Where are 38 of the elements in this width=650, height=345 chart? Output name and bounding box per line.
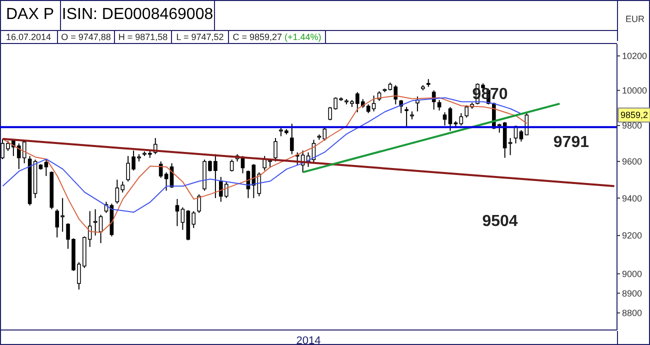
candlestick xyxy=(230,159,234,172)
y-tick-label: 9400 xyxy=(622,193,642,204)
candlestick xyxy=(175,198,180,227)
candlestick xyxy=(459,112,464,126)
candlestick xyxy=(44,159,48,177)
ref-line-label: 9791 xyxy=(553,134,590,152)
text: 16.07.2014 xyxy=(6,32,52,42)
y-axis-title: EUR xyxy=(624,14,646,24)
y-tick-label: 8800 xyxy=(622,308,642,318)
chart-subtitle: ISIN: DE0008469008 xyxy=(62,6,214,24)
text: (+1.44%) xyxy=(284,32,322,42)
text: L = 9747,52 xyxy=(176,32,224,42)
candlestick xyxy=(519,129,524,142)
candlestick xyxy=(372,95,376,112)
y-tick-label: 8900 xyxy=(622,288,642,298)
chart-title: DAX P xyxy=(6,6,54,24)
candlestick xyxy=(404,106,408,128)
candlestick xyxy=(274,138,278,162)
annotation: 9859,2 xyxy=(620,110,648,120)
candlestick xyxy=(93,208,98,236)
candlestick xyxy=(197,194,201,214)
y-tick-label: 10000 xyxy=(622,86,648,96)
candlestick xyxy=(437,99,442,112)
x-axis-title: 2014 xyxy=(296,335,321,345)
text: H = 9871,58 xyxy=(118,32,168,42)
text: C = 9859,27 xyxy=(232,32,282,42)
candlestick xyxy=(508,138,512,156)
annotation: 9504 xyxy=(481,213,519,231)
candlestick xyxy=(432,90,436,110)
candlestick xyxy=(290,123,294,155)
y-tick-label: 9200 xyxy=(622,230,642,241)
text: O = 9747,88 xyxy=(61,32,111,42)
y-tick-label: 9600 xyxy=(622,156,642,167)
candlestick xyxy=(442,112,447,126)
y-tick-label: 9000 xyxy=(622,268,642,279)
y-tick-label: 9800 xyxy=(622,120,642,131)
y-tick-label: 10200 xyxy=(622,51,648,62)
candlestick xyxy=(448,106,452,132)
